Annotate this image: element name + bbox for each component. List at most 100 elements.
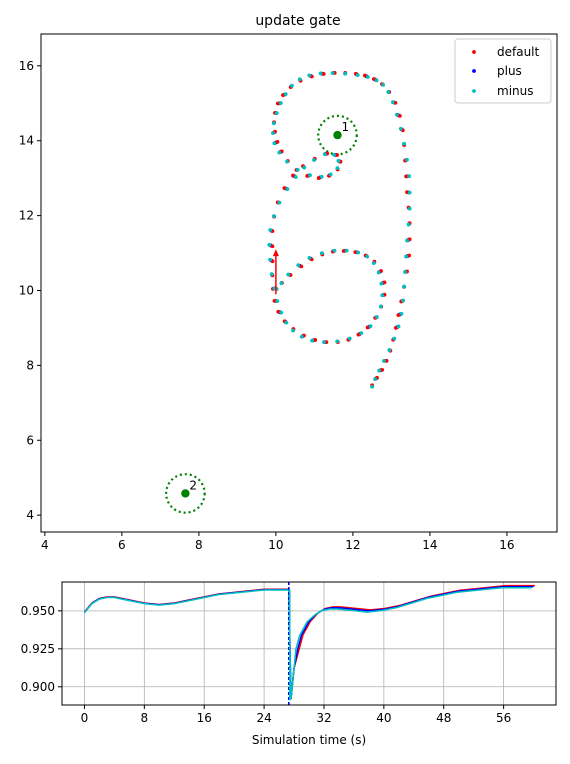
point-default: [382, 280, 387, 285]
point-minus: [277, 150, 282, 155]
x-tick-label: 56: [496, 711, 511, 725]
legend-marker-minus: [472, 89, 476, 93]
point-minus: [365, 75, 370, 79]
point-default: [384, 358, 389, 363]
point-default: [272, 298, 277, 303]
point-default: [270, 244, 275, 249]
bottom-series: [83, 582, 535, 705]
goal-1-point: [333, 130, 342, 140]
bottom-chart: 0 8 16 24 32 40 48 56 0.900 0.925 0.950 Simulation…: [21, 581, 557, 747]
point-minus: [398, 126, 403, 131]
point-minus: [322, 152, 327, 157]
point-minus: [347, 336, 352, 341]
legend-marker-default: [472, 50, 476, 54]
point-minus: [373, 377, 377, 382]
legend-label-default: default: [497, 45, 540, 59]
goal-1-label: 1: [342, 120, 350, 134]
x-tick-label: 6: [118, 538, 126, 552]
point-default: [362, 73, 367, 78]
point-minus: [382, 359, 386, 363]
point-minus: [284, 320, 289, 325]
point-default: [313, 338, 318, 342]
point-minus: [392, 336, 397, 341]
legend-box: [454, 38, 552, 104]
legend: default plus minus: [454, 38, 552, 104]
point-minus: [312, 158, 316, 162]
y-tick-label: 12: [19, 209, 34, 223]
bottom-grid: [62, 582, 556, 705]
point-default: [341, 249, 346, 253]
point-minus: [405, 238, 409, 243]
point-minus: [297, 77, 302, 82]
heading-arrow-head: [272, 249, 279, 257]
chart-title: update gate: [255, 13, 340, 29]
point-default: [321, 72, 326, 76]
point-minus: [402, 141, 406, 146]
point-minus: [279, 281, 284, 285]
point-minus: [336, 159, 341, 163]
legend-marker-plus: [472, 69, 476, 73]
point-default: [275, 101, 280, 106]
point-minus: [368, 324, 373, 329]
point-minus: [302, 165, 307, 170]
point-minus: [402, 284, 406, 289]
point-minus: [307, 256, 312, 260]
point-minus: [322, 340, 326, 345]
y-tick-label: 0.900: [21, 680, 55, 694]
point-minus: [355, 73, 360, 78]
point-minus: [376, 270, 381, 275]
point-minus: [332, 248, 337, 253]
point-minus: [319, 251, 324, 255]
point-minus: [344, 248, 349, 253]
point-minus: [290, 83, 294, 88]
point-minus: [274, 111, 279, 116]
goal-2-label: 2: [189, 478, 197, 492]
point-minus: [272, 141, 277, 146]
legend-label-minus: minus: [497, 84, 534, 98]
x-tick-label: 4: [41, 538, 49, 552]
series-line-minus: [83, 587, 532, 700]
point-minus: [407, 206, 412, 211]
series-line-plus: [83, 585, 534, 699]
point-default: [407, 253, 412, 258]
point-minus: [406, 222, 411, 227]
point-minus: [390, 100, 395, 105]
x-tick-label: 32: [316, 711, 331, 725]
point-minus: [371, 261, 376, 266]
legend-label-plus: plus: [497, 64, 522, 78]
point-default: [276, 309, 281, 314]
y-tick-label: 8: [26, 358, 34, 372]
point-minus: [330, 71, 335, 75]
point-minus: [278, 101, 283, 105]
point-default: [299, 264, 304, 269]
x-tick-label: 40: [376, 711, 391, 725]
point-minus: [308, 173, 312, 178]
point-minus: [275, 299, 280, 303]
point-default: [316, 176, 321, 180]
y-tick-label: 0.950: [21, 604, 55, 618]
goal-2-radius: [165, 473, 206, 514]
y-tick-label: 4: [26, 508, 34, 522]
point-default: [356, 332, 361, 337]
point-minus: [370, 384, 375, 389]
point-default: [380, 367, 385, 372]
point-minus: [279, 310, 284, 315]
series-line-default: [83, 584, 535, 699]
y-tick-label: 10: [19, 283, 34, 297]
top-plot-frame: [40, 33, 558, 533]
point-default: [353, 250, 358, 254]
x-tick-label: 8: [141, 711, 149, 725]
point-minus: [319, 174, 324, 179]
point-minus: [387, 348, 392, 352]
point-minus: [378, 304, 383, 309]
point-minus: [285, 159, 289, 164]
point-minus: [335, 339, 340, 344]
point-minus: [268, 257, 272, 262]
x-tick-label: 10: [268, 538, 283, 552]
x-tick-label: 16: [499, 538, 514, 552]
point-minus: [335, 166, 340, 171]
